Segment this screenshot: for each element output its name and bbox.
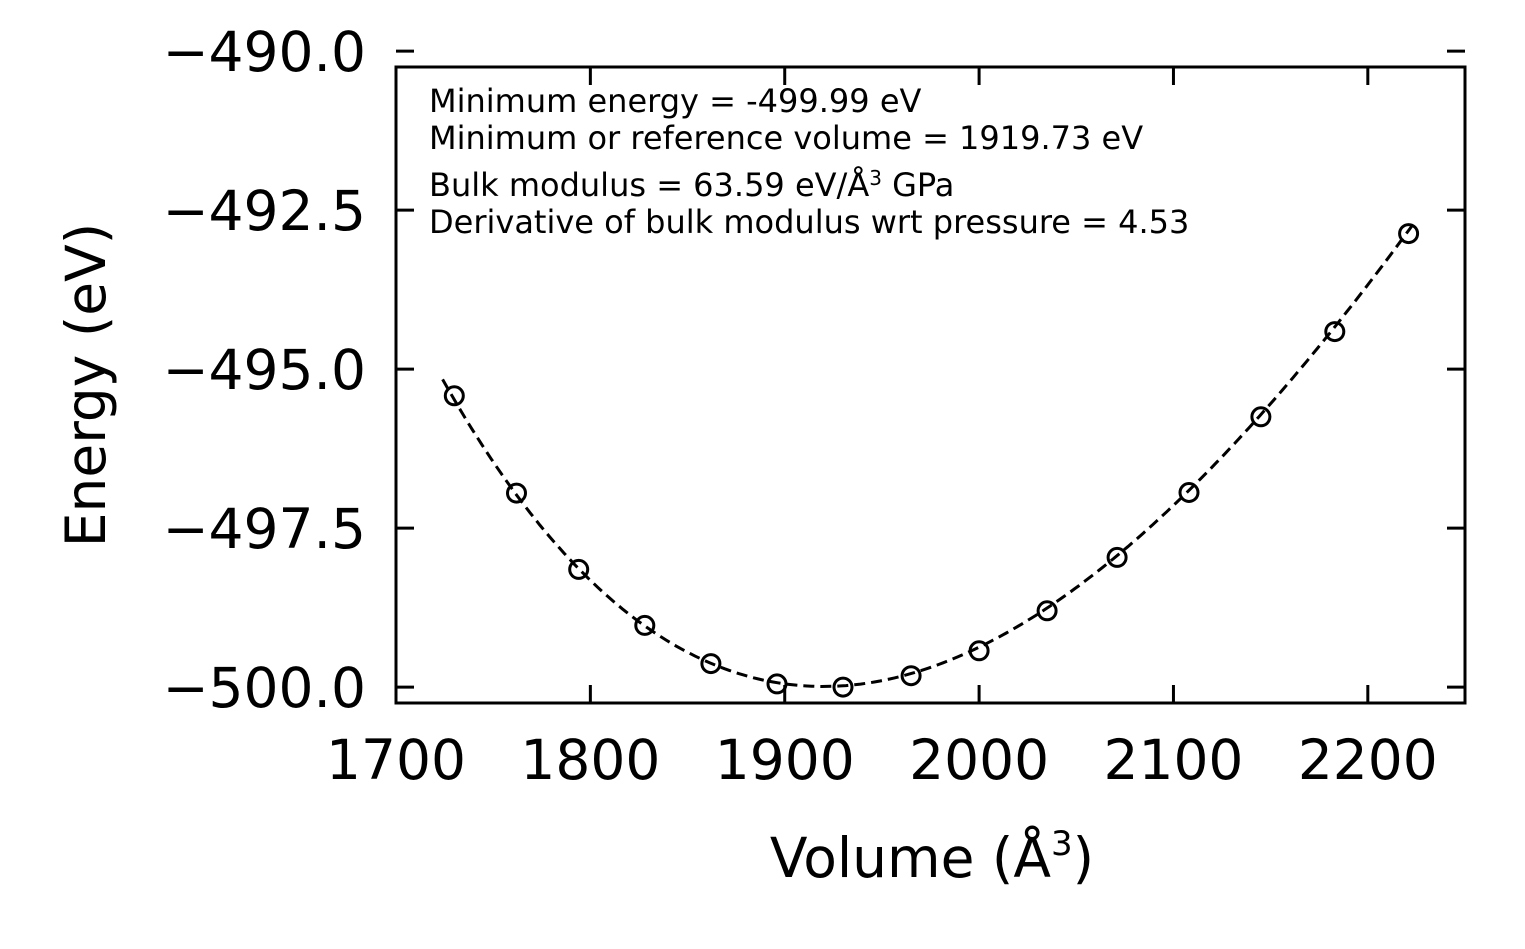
x-tick-label: 1800 [520,728,660,792]
x-tick-label: 1900 [715,728,855,792]
data-point [506,482,527,504]
data-point [900,665,922,687]
x-tick-label: 2100 [1103,728,1243,792]
data-point [700,653,722,675]
data-point [832,676,854,698]
x-axis-label: Volume (Å3) [770,824,1094,890]
plot-frame [394,65,1467,705]
data-point [1398,223,1420,245]
y-tick-label: −492.5 [162,179,366,243]
data-point [568,558,590,580]
annotation-bulk-modulus-main: Bulk modulus = 63.59 eV/Å [429,166,869,204]
annotation-bulk-modulus-unit: GPa [882,166,954,204]
data-point [1036,600,1058,622]
data-point [634,614,656,636]
y-tick-label: −495.0 [162,338,366,402]
tick-labels-layer: 1700 1800 1900 2000 2100 2200 −500.0 −497.5 −495… [162,20,1437,792]
annotation-min-volume: Minimum or reference volume = 1919.73 eV [429,119,1143,157]
y-tick-label: −497.5 [162,497,366,561]
data-point [443,385,465,407]
x-tick-label: 2000 [909,728,1049,792]
x-tick-label: 2200 [1298,728,1438,792]
annotation-bulk-modulus: Bulk modulus = 63.59 eV/Å3 GPa [429,166,954,204]
y-axis-label: Energy (eV) [54,223,118,547]
x-axis-label-main: Volume (Å [770,825,1051,890]
annotation-bulk-derivative: Derivative of bulk modulus wrt pressure … [429,203,1189,241]
data-point [1324,321,1346,343]
data-point [766,673,788,695]
y-tick-label: −490.0 [162,20,366,84]
data-point [1250,406,1272,428]
data-point [1106,546,1128,568]
data-point [1178,482,1200,503]
annotation-block: Minimum energy = -499.99 eV Minimum or r… [429,82,1189,241]
annotation-bulk-modulus-superscript: 3 [869,166,882,190]
data-point [968,640,990,662]
fit-curve [441,221,1416,689]
annotation-min-energy: Minimum energy = -499.99 eV [429,82,922,120]
x-tick-label: 1700 [326,728,466,792]
fit-curve-layer [441,221,1416,689]
y-tick-label: −500.0 [162,656,366,720]
data-points-layer [443,223,1420,698]
x-axis-label-superscript: 3 [1051,824,1073,864]
x-axis-label-end: ) [1073,826,1094,890]
